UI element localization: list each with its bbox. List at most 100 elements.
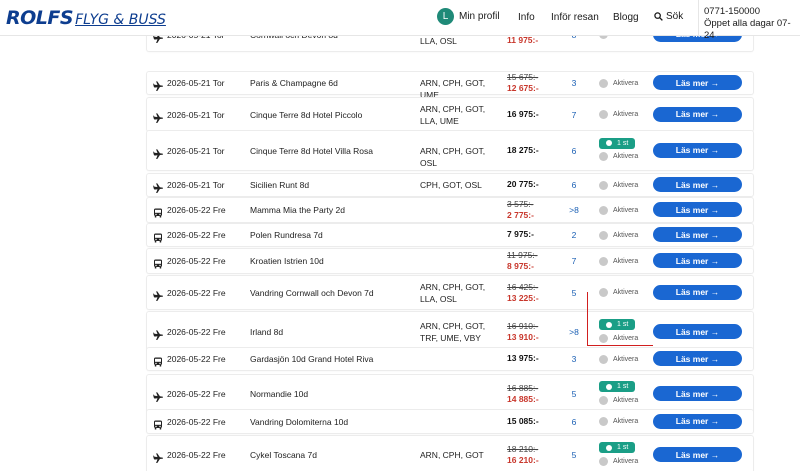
search-icon — [654, 12, 663, 21]
read-more-button[interactable]: Läs mer → — [653, 142, 742, 158]
trip-title[interactable]: Cinque Terre 8d Hotel Villa Rosa — [250, 145, 374, 156]
plane-icon — [153, 288, 164, 301]
search-label: Sök — [666, 11, 684, 22]
seats-left: 6 — [571, 416, 577, 427]
trip-date: 2026-05-22 Fre — [167, 327, 226, 337]
trip-title[interactable]: Paris & Champagne 6d — [250, 78, 338, 88]
nav-blogg[interactable]: Blogg — [613, 12, 639, 23]
read-more-button[interactable]: Läs mer → — [653, 447, 742, 462]
discounted-price: 12 675:- — [507, 83, 539, 93]
single-room-badge: 1 st — [599, 442, 636, 453]
phone-number[interactable]: 0771-150000 — [704, 6, 760, 17]
profile-link[interactable]: L Min profil — [437, 8, 500, 25]
nav-info[interactable]: Info — [518, 12, 535, 23]
read-more-button[interactable]: Läs mer → — [653, 284, 742, 300]
seats-left: 3 — [571, 354, 577, 364]
read-more-button[interactable]: Läs mer → — [653, 351, 742, 366]
trip-title[interactable]: Vandring Cornwall och Devon 7d — [250, 287, 374, 298]
toggle-dot-icon — [599, 395, 608, 405]
trip-title[interactable]: Sicilien Runt 8d — [250, 180, 310, 190]
toggle-dot-icon — [599, 256, 608, 266]
read-more-button[interactable]: Läs mer → — [653, 202, 742, 217]
seats-left: 5 — [571, 450, 577, 460]
alert-toggle[interactable]: Aktivera — [599, 416, 638, 428]
alert-toggle[interactable]: 1 st Aktivera — [599, 319, 638, 344]
trip-price: 13 975:- — [507, 353, 539, 364]
trip-date: 2026-05-22 Fre — [167, 389, 226, 399]
nav-infor-resan[interactable]: Inför resan — [551, 12, 599, 23]
single-room-label: 1 st — [617, 444, 629, 451]
trip-price: 11 975:- 8 975:- — [507, 250, 538, 272]
departure-airports: ARN, CPH, GOT, TRF, UME, VBY — [420, 321, 486, 343]
alert-toggle[interactable]: Aktivera — [599, 255, 638, 267]
seats-left: 6 — [571, 145, 577, 156]
search-link[interactable]: Sök — [654, 11, 683, 22]
trip-title[interactable]: Polen Rundresa 7d — [250, 230, 323, 240]
contact-info: 0771-150000 Öppet alla dagar 07-24 — [698, 0, 800, 41]
read-more-button[interactable]: Läs mer → — [653, 227, 742, 242]
trip-price: 15 675:- 12 675:- — [507, 72, 539, 94]
discounted-price: 8 975:- — [507, 261, 534, 271]
single-room-badge: 1 st — [599, 319, 636, 330]
alert-toggle[interactable]: Aktivera — [599, 287, 638, 299]
toggle-dot-icon — [599, 230, 608, 240]
trip-title[interactable]: Irland 8d — [250, 327, 284, 337]
bus-icon — [153, 230, 163, 243]
trip-price: 16 885:- 14 885:- — [507, 383, 539, 405]
read-more-button[interactable]: Läs mer → — [653, 324, 742, 339]
alert-toggle[interactable]: Aktivera — [599, 77, 638, 89]
single-room-badge: 1 st — [599, 137, 636, 149]
alert-toggle[interactable]: 1 st Aktivera — [599, 137, 639, 163]
departure-airports: ARN, CPH, GOT — [420, 450, 484, 460]
bus-icon — [153, 256, 163, 269]
toggle-dot-icon — [599, 456, 608, 466]
activate-label: Aktivera — [613, 111, 639, 118]
plane-icon — [153, 450, 164, 463]
person-icon — [606, 444, 612, 451]
seats-left: 3 — [571, 78, 577, 88]
trip-date: 2026-05-22 Fre — [167, 230, 226, 240]
alert-toggle[interactable]: 1 st Aktivera — [599, 442, 638, 467]
trip-title[interactable]: Normandie 10d — [250, 389, 309, 399]
alert-toggle[interactable]: Aktivera — [599, 204, 638, 216]
trip-title[interactable]: Cinque Terre 8d Hotel Piccolo — [250, 109, 363, 120]
bus-icon — [153, 354, 163, 367]
read-more-button[interactable]: Läs mer → — [653, 106, 742, 122]
toggle-dot-icon — [599, 152, 608, 161]
departure-airports: ARN, CPH, GOT, UME — [420, 78, 486, 100]
trip-title[interactable]: Kroatien Istrien 10d — [250, 256, 324, 266]
departure-airports: ARN, CPH, GOT, LLA, OSL — [420, 281, 486, 304]
discounted-price: 16 210:- — [507, 455, 539, 465]
read-more-button[interactable]: Läs mer → — [653, 253, 742, 268]
trip-title[interactable]: Gardasjön 10d Grand Hotel Riva — [250, 354, 374, 364]
trip-title[interactable]: Vandring Dolomiterna 10d — [250, 416, 349, 427]
activate-label: Aktivera — [613, 153, 639, 160]
read-more-button[interactable]: Läs mer → — [653, 386, 742, 401]
read-more-button[interactable]: Läs mer → — [653, 177, 742, 192]
alert-toggle[interactable]: 1 st Aktivera — [599, 381, 638, 406]
single-room-label: 1 st — [617, 383, 629, 390]
trip-date: 2026-05-22 Fre — [167, 416, 226, 427]
alert-toggle[interactable]: Aktivera — [599, 179, 638, 191]
activate-label: Aktivera — [613, 418, 639, 425]
alert-toggle[interactable]: Aktivera — [599, 353, 638, 365]
alert-toggle[interactable]: Aktivera — [599, 229, 638, 241]
trip-title[interactable]: Cykel Toscana 7d — [250, 450, 317, 460]
trip-date: 2026-05-22 Fre — [167, 205, 226, 215]
departure-airports: CPH, GOT, OSL — [420, 180, 482, 190]
activate-label: Aktivera — [613, 334, 639, 342]
trip-row: 2026-05-21 Tor Cinque Terre 8d Hotel Vill… — [147, 131, 753, 170]
activate-label: Aktivera — [613, 79, 639, 87]
discounted-price: 13 225:- — [507, 292, 539, 303]
rolfs-logo[interactable]: ROLFS FLYG & BUSS — [6, 7, 166, 29]
read-more-button[interactable]: Läs mer → — [653, 75, 742, 90]
departure-airports: ARN, CPH, GOT, OSL — [420, 145, 486, 168]
single-room-label: 1 st — [617, 321, 629, 328]
read-more-button[interactable]: Läs mer → — [653, 413, 742, 429]
alert-toggle[interactable]: Aktivera — [599, 109, 638, 121]
trip-date: 2026-05-22 Fre — [167, 256, 226, 266]
plane-icon — [153, 78, 164, 91]
trip-price: 7 975:- — [507, 229, 534, 240]
seats-left: 6 — [571, 180, 577, 190]
trip-title[interactable]: Mamma Mia the Party 2d — [250, 205, 345, 215]
